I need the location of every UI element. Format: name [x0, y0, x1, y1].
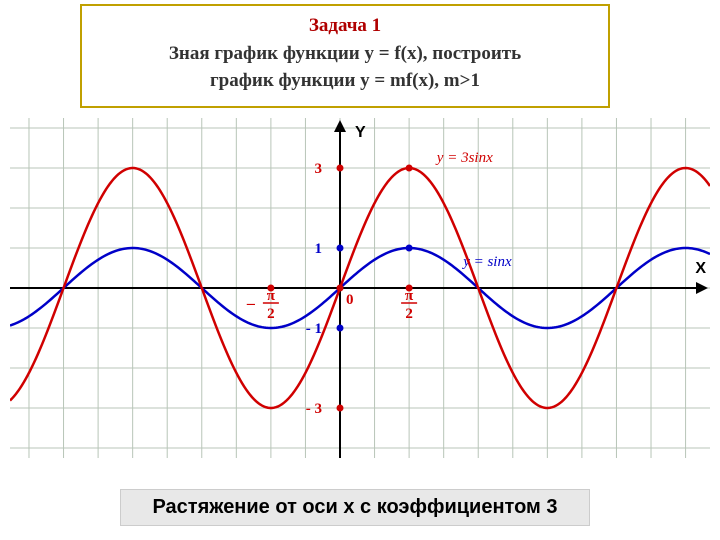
y-axis-label: Y: [355, 124, 366, 142]
svg-text:3: 3: [315, 161, 323, 177]
svg-text:0: 0: [346, 292, 354, 308]
chart-svg: y = sinxy = 3sinx31- 1- 30–π2π2: [10, 118, 710, 458]
svg-text:1: 1: [315, 241, 323, 257]
svg-text:–: –: [246, 295, 256, 312]
title-line-3: график функции y = mf(x), m>1: [92, 67, 598, 95]
x-axis-label: X: [695, 260, 706, 278]
page: Задача 1 Зная график функции y = f(x), п…: [0, 0, 720, 540]
caption-panel: Растяжение от оси x с коэффициентом 3: [120, 489, 590, 526]
title-heading: Задача 1: [92, 12, 598, 40]
svg-text:y = 3sinx: y = 3sinx: [435, 150, 493, 166]
svg-text:2: 2: [405, 306, 413, 322]
chart-container: y = sinxy = 3sinx31- 1- 30–π2π2 Y X: [10, 118, 710, 458]
svg-text:- 1: - 1: [306, 321, 322, 337]
title-line-2: Зная график функции y = f(x), построить: [92, 40, 598, 68]
svg-text:2: 2: [267, 306, 275, 322]
title-panel: Задача 1 Зная график функции y = f(x), п…: [80, 4, 610, 108]
caption-text: Растяжение от оси x с коэффициентом 3: [152, 496, 557, 518]
svg-text:- 3: - 3: [306, 401, 322, 417]
